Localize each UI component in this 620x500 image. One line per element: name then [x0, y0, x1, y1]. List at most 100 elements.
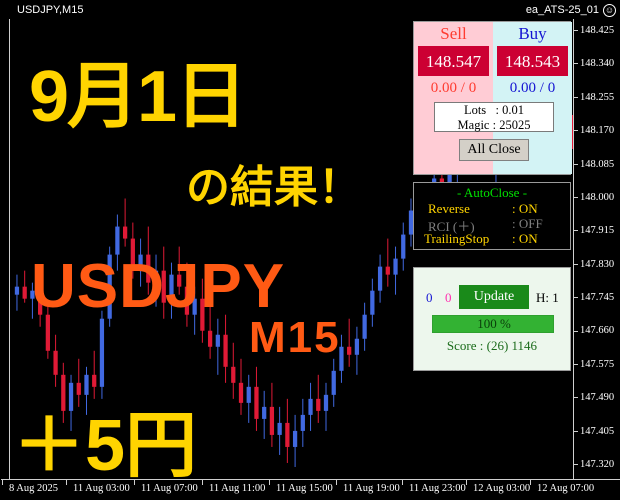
progress-bar-fill [433, 316, 553, 332]
price-tick: 147.915 [574, 225, 620, 237]
price-tick: 148.425 [574, 25, 620, 37]
lots-value: Lots : 0.01 [463, 103, 525, 117]
price-tick-dash [574, 63, 578, 65]
candle-body [339, 346, 344, 371]
time-tick: 11 Aug 15:00 [269, 480, 333, 497]
progress-bar-label: 100 % [477, 316, 511, 331]
time-tick: 12 Aug 03:00 [466, 480, 531, 497]
time-tick: 11 Aug 11:00 [202, 480, 266, 497]
price-tick-label: 147.915 [580, 225, 615, 237]
sell-price-button[interactable]: 148.547 [418, 46, 489, 76]
update-button[interactable]: Update [459, 285, 529, 309]
candle-body [323, 394, 329, 411]
buy-count: 0 [426, 290, 433, 305]
candle-body [22, 286, 27, 299]
price-tick: 148.085 [574, 159, 620, 171]
buy-profit-loss: 0.00 / 0 [509, 80, 556, 96]
smiley-face-icon: ☺ [603, 4, 616, 17]
price-tick: 148.170 [574, 125, 620, 137]
candle-body [99, 318, 105, 387]
candle-body [130, 238, 135, 267]
time-tick-label: 8 Aug 2025 [9, 483, 59, 494]
price-tick-dash [574, 464, 578, 466]
buy-price-button[interactable]: 148.543 [497, 46, 568, 76]
price-tick: 147.490 [574, 392, 620, 404]
price-tick: 147.405 [574, 426, 620, 438]
rci-label: RCI (＋) [428, 219, 475, 234]
price-tick: 147.660 [574, 325, 620, 337]
price-tick-label: 148.000 [580, 191, 615, 203]
price-tick-label: 147.830 [580, 258, 615, 270]
trade-panel: Sell Buy 148.547 148.543 0.00 / 0 0.00 /… [413, 21, 572, 175]
price-tick-label: 148.340 [580, 58, 615, 70]
time-tick-label: 12 Aug 03:00 [473, 483, 531, 494]
time-tick-mark [66, 480, 67, 485]
price-tick-label: 147.405 [580, 425, 615, 437]
reverse-value: : ON [512, 201, 538, 216]
candle-body [316, 398, 321, 411]
candle-body [146, 254, 151, 283]
price-tick-dash [574, 397, 578, 399]
time-tick: 11 Aug 07:00 [134, 480, 198, 497]
candle-body [76, 382, 81, 395]
price-tick-dash [574, 96, 578, 98]
time-tick: 11 Aug 23:00 [402, 480, 466, 497]
candle-body [300, 414, 305, 431]
time-tick-label: 11 Aug 11:00 [209, 483, 266, 494]
price-tick-label: 147.320 [580, 459, 615, 470]
price-tick-dash [574, 30, 578, 32]
candle-body [292, 430, 298, 447]
time-tick-label: 11 Aug 15:00 [276, 483, 333, 494]
price-tick-dash [574, 363, 578, 365]
time-tick-label: 11 Aug 19:00 [343, 483, 400, 494]
candle-body [177, 274, 182, 287]
price-tick: 147.320 [574, 459, 620, 471]
time-tick-label: 11 Aug 23:00 [409, 483, 466, 494]
candle-body [38, 290, 43, 315]
autoclose-panel: - AutoClose - Reverse : ON RCI (＋) : OFF… [413, 182, 571, 250]
price-tick: 148.255 [574, 92, 620, 104]
price-tick: 147.830 [574, 259, 620, 271]
price-tick-label: 148.170 [580, 125, 615, 137]
candle-body [215, 334, 220, 347]
time-axis[interactable]: 8 Aug 2025 11 Aug 03:00 11 Aug 07:00 11 Aug… [1, 479, 620, 500]
time-tick: 8 Aug 2025 [2, 480, 59, 497]
sell-label: Sell [440, 24, 467, 43]
candle-body [14, 286, 20, 295]
sell-count: 0 [445, 290, 452, 305]
chart-symbol-label: USDJPY,M15 [17, 4, 84, 16]
time-tick-mark [530, 480, 531, 485]
all-close-button[interactable]: All Close [459, 139, 529, 161]
candle-body [122, 226, 128, 239]
sell-profit-loss: 0.00 / 0 [430, 80, 477, 96]
time-tick-mark [202, 480, 203, 485]
price-tick-dash [574, 130, 578, 132]
candle-body [68, 382, 74, 411]
time-tick-label: 11 Aug 03:00 [73, 483, 130, 494]
candle-body [207, 330, 213, 347]
candle-body [331, 370, 336, 395]
reverse-label: Reverse [428, 201, 470, 216]
price-tick: 148.000 [574, 192, 620, 204]
time-tick: 11 Aug 19:00 [336, 480, 400, 497]
magic-value: Magic : 25025 [457, 118, 531, 132]
candle-body [370, 290, 375, 315]
price-tick-label: 147.490 [580, 392, 615, 404]
price-tick-dash [574, 163, 578, 165]
candle-body [45, 314, 50, 351]
candle-body [362, 314, 367, 339]
time-tick-mark [336, 480, 337, 485]
price-tick-label: 147.575 [580, 358, 615, 370]
price-tick-dash [574, 330, 578, 332]
time-tick-mark [466, 480, 467, 485]
candle-body [377, 266, 383, 291]
candle-body [30, 290, 35, 299]
window-titlebar: USDJPY,M15 ea_ATS-25_01 ☺ [1, 1, 620, 19]
candle-body [269, 406, 275, 435]
time-tick: 11 Aug 03:00 [66, 480, 130, 497]
time-tick-mark [269, 480, 270, 485]
time-tick-mark [402, 480, 403, 485]
price-axis[interactable]: 148.425 148.340 148.255 148.170 148.085 148.0… [568, 19, 620, 479]
candle-body [184, 286, 190, 315]
price-tick: 147.575 [574, 359, 620, 371]
